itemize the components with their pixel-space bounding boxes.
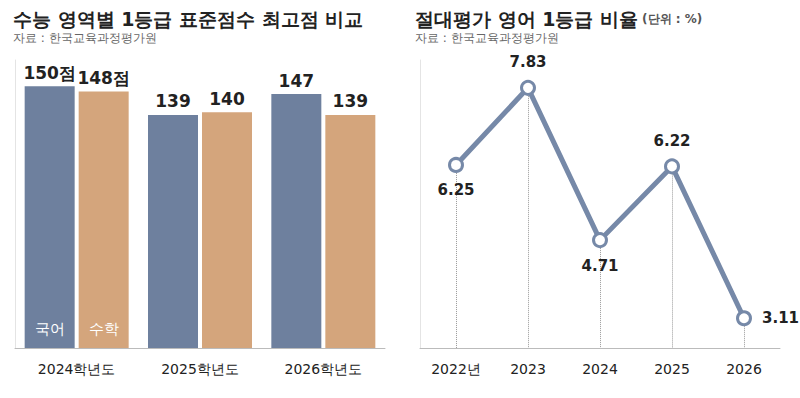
svg-text:7.83: 7.83	[509, 53, 546, 71]
svg-text:2024: 2024	[582, 361, 618, 377]
svg-text:6.25: 6.25	[437, 181, 474, 199]
svg-text:2023: 2023	[510, 361, 546, 377]
svg-text:2025: 2025	[654, 361, 690, 377]
svg-text:6.22: 6.22	[653, 132, 690, 150]
svg-text:3.11: 3.11	[762, 309, 799, 327]
svg-text:139: 139	[333, 91, 369, 111]
svg-text:자료 : 한국교육과정평가원: 자료 : 한국교육과정평가원	[13, 31, 157, 45]
svg-text:2026: 2026	[726, 361, 762, 377]
svg-text:150점: 150점	[23, 63, 76, 83]
svg-text:2025학년도: 2025학년도	[161, 361, 239, 377]
svg-text:2026학년도: 2026학년도	[285, 361, 363, 377]
svg-text:2024학년도: 2024학년도	[38, 361, 116, 377]
svg-text:2022년: 2022년	[431, 361, 481, 377]
svg-text:4.71: 4.71	[581, 257, 618, 275]
svg-text:국어: 국어	[35, 320, 65, 338]
svg-text:절대평가 영어 1등급 비율: 절대평가 영어 1등급 비율	[415, 8, 638, 30]
svg-text:139: 139	[155, 91, 191, 111]
svg-text:수학: 수학	[89, 320, 119, 338]
svg-text:148점: 148점	[77, 68, 130, 88]
svg-text:수능 영역별 1등급 표준점수 최고점 비교: 수능 영역별 1등급 표준점수 최고점 비교	[13, 8, 363, 30]
svg-text:(단위 : %): (단위 : %)	[642, 12, 702, 26]
svg-text:147: 147	[279, 71, 315, 91]
svg-text:140: 140	[209, 89, 245, 109]
svg-text:자료 : 한국교육과정평가원: 자료 : 한국교육과정평가원	[415, 31, 559, 45]
